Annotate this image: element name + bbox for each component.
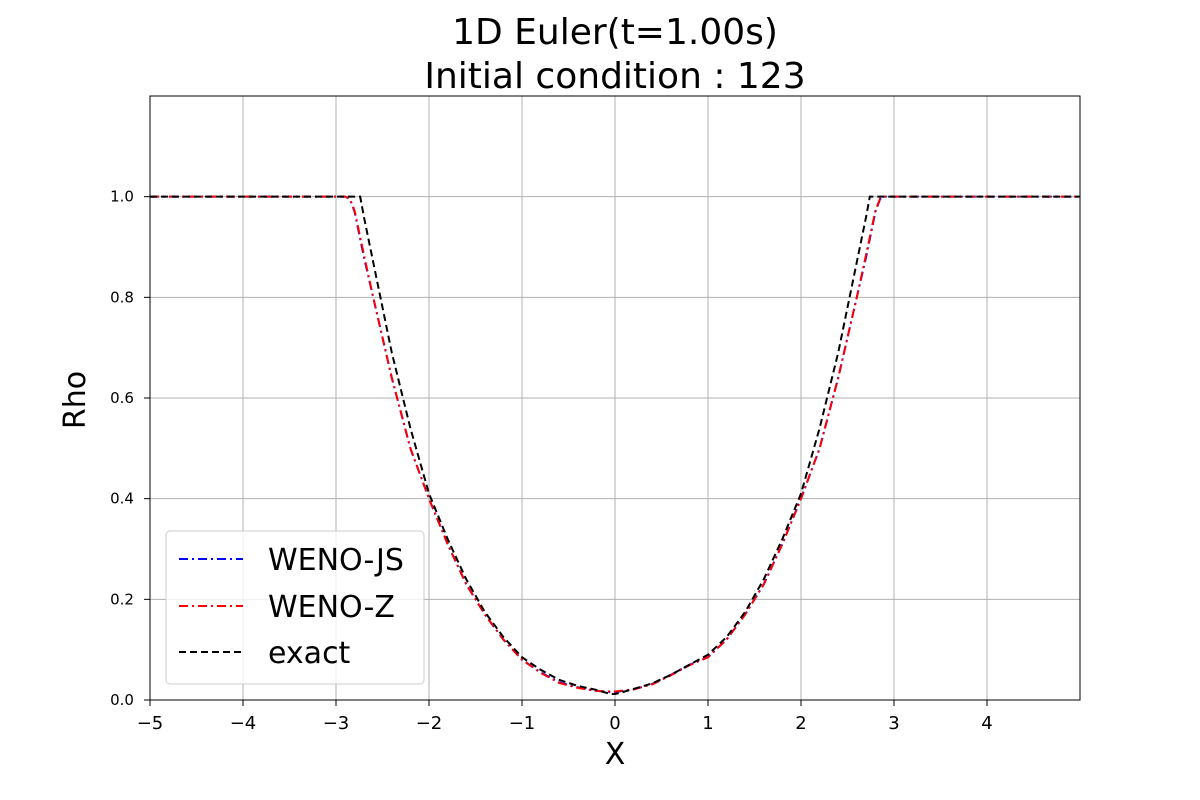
- y-tick-label: 0.6: [110, 389, 134, 407]
- y-tick-label: 1.0: [110, 188, 134, 206]
- x-tick-label: 2: [795, 713, 806, 734]
- y-axis-ticks: 0.0 0.2 0.4 0.6 0.8 1.0: [110, 188, 150, 709]
- x-tick-label: 4: [981, 713, 992, 734]
- series-line-exact: [150, 195, 1080, 695]
- x-tick-label: 1: [702, 713, 713, 734]
- legend-frame: [165, 530, 425, 685]
- y-tick-label: 0.2: [110, 590, 134, 608]
- legend-label: exact: [268, 636, 351, 671]
- chart-title: 1D Euler(t=1.00s): [452, 12, 778, 53]
- x-tick-label: −4: [230, 713, 257, 734]
- y-tick-label: 0.4: [110, 490, 134, 508]
- x-tick-label: −1: [509, 713, 536, 734]
- x-tick-label: 3: [888, 713, 899, 734]
- x-tick-label: −5: [137, 713, 164, 734]
- y-axis-label: Rho: [58, 371, 93, 429]
- legend-label: WENO-Z: [268, 590, 395, 625]
- series-line-weno-z: [150, 195, 1080, 693]
- y-tick-label: 0.8: [110, 288, 134, 306]
- chart-subtitle: Initial condition : 123: [424, 56, 805, 97]
- x-axis-ticks: −5 −4 −3 −2 −1 0 1 2 3 4: [137, 700, 993, 734]
- series-lines: [150, 195, 1080, 695]
- legend: WENO-JS WENO-Z exact: [165, 530, 425, 685]
- x-tick-label: −3: [323, 713, 350, 734]
- x-tick-label: −2: [416, 713, 443, 734]
- x-axis-label: X: [605, 737, 626, 772]
- y-tick-label: 0.0: [110, 691, 134, 709]
- x-tick-label: 0: [609, 713, 620, 734]
- legend-label: WENO-JS: [268, 543, 404, 578]
